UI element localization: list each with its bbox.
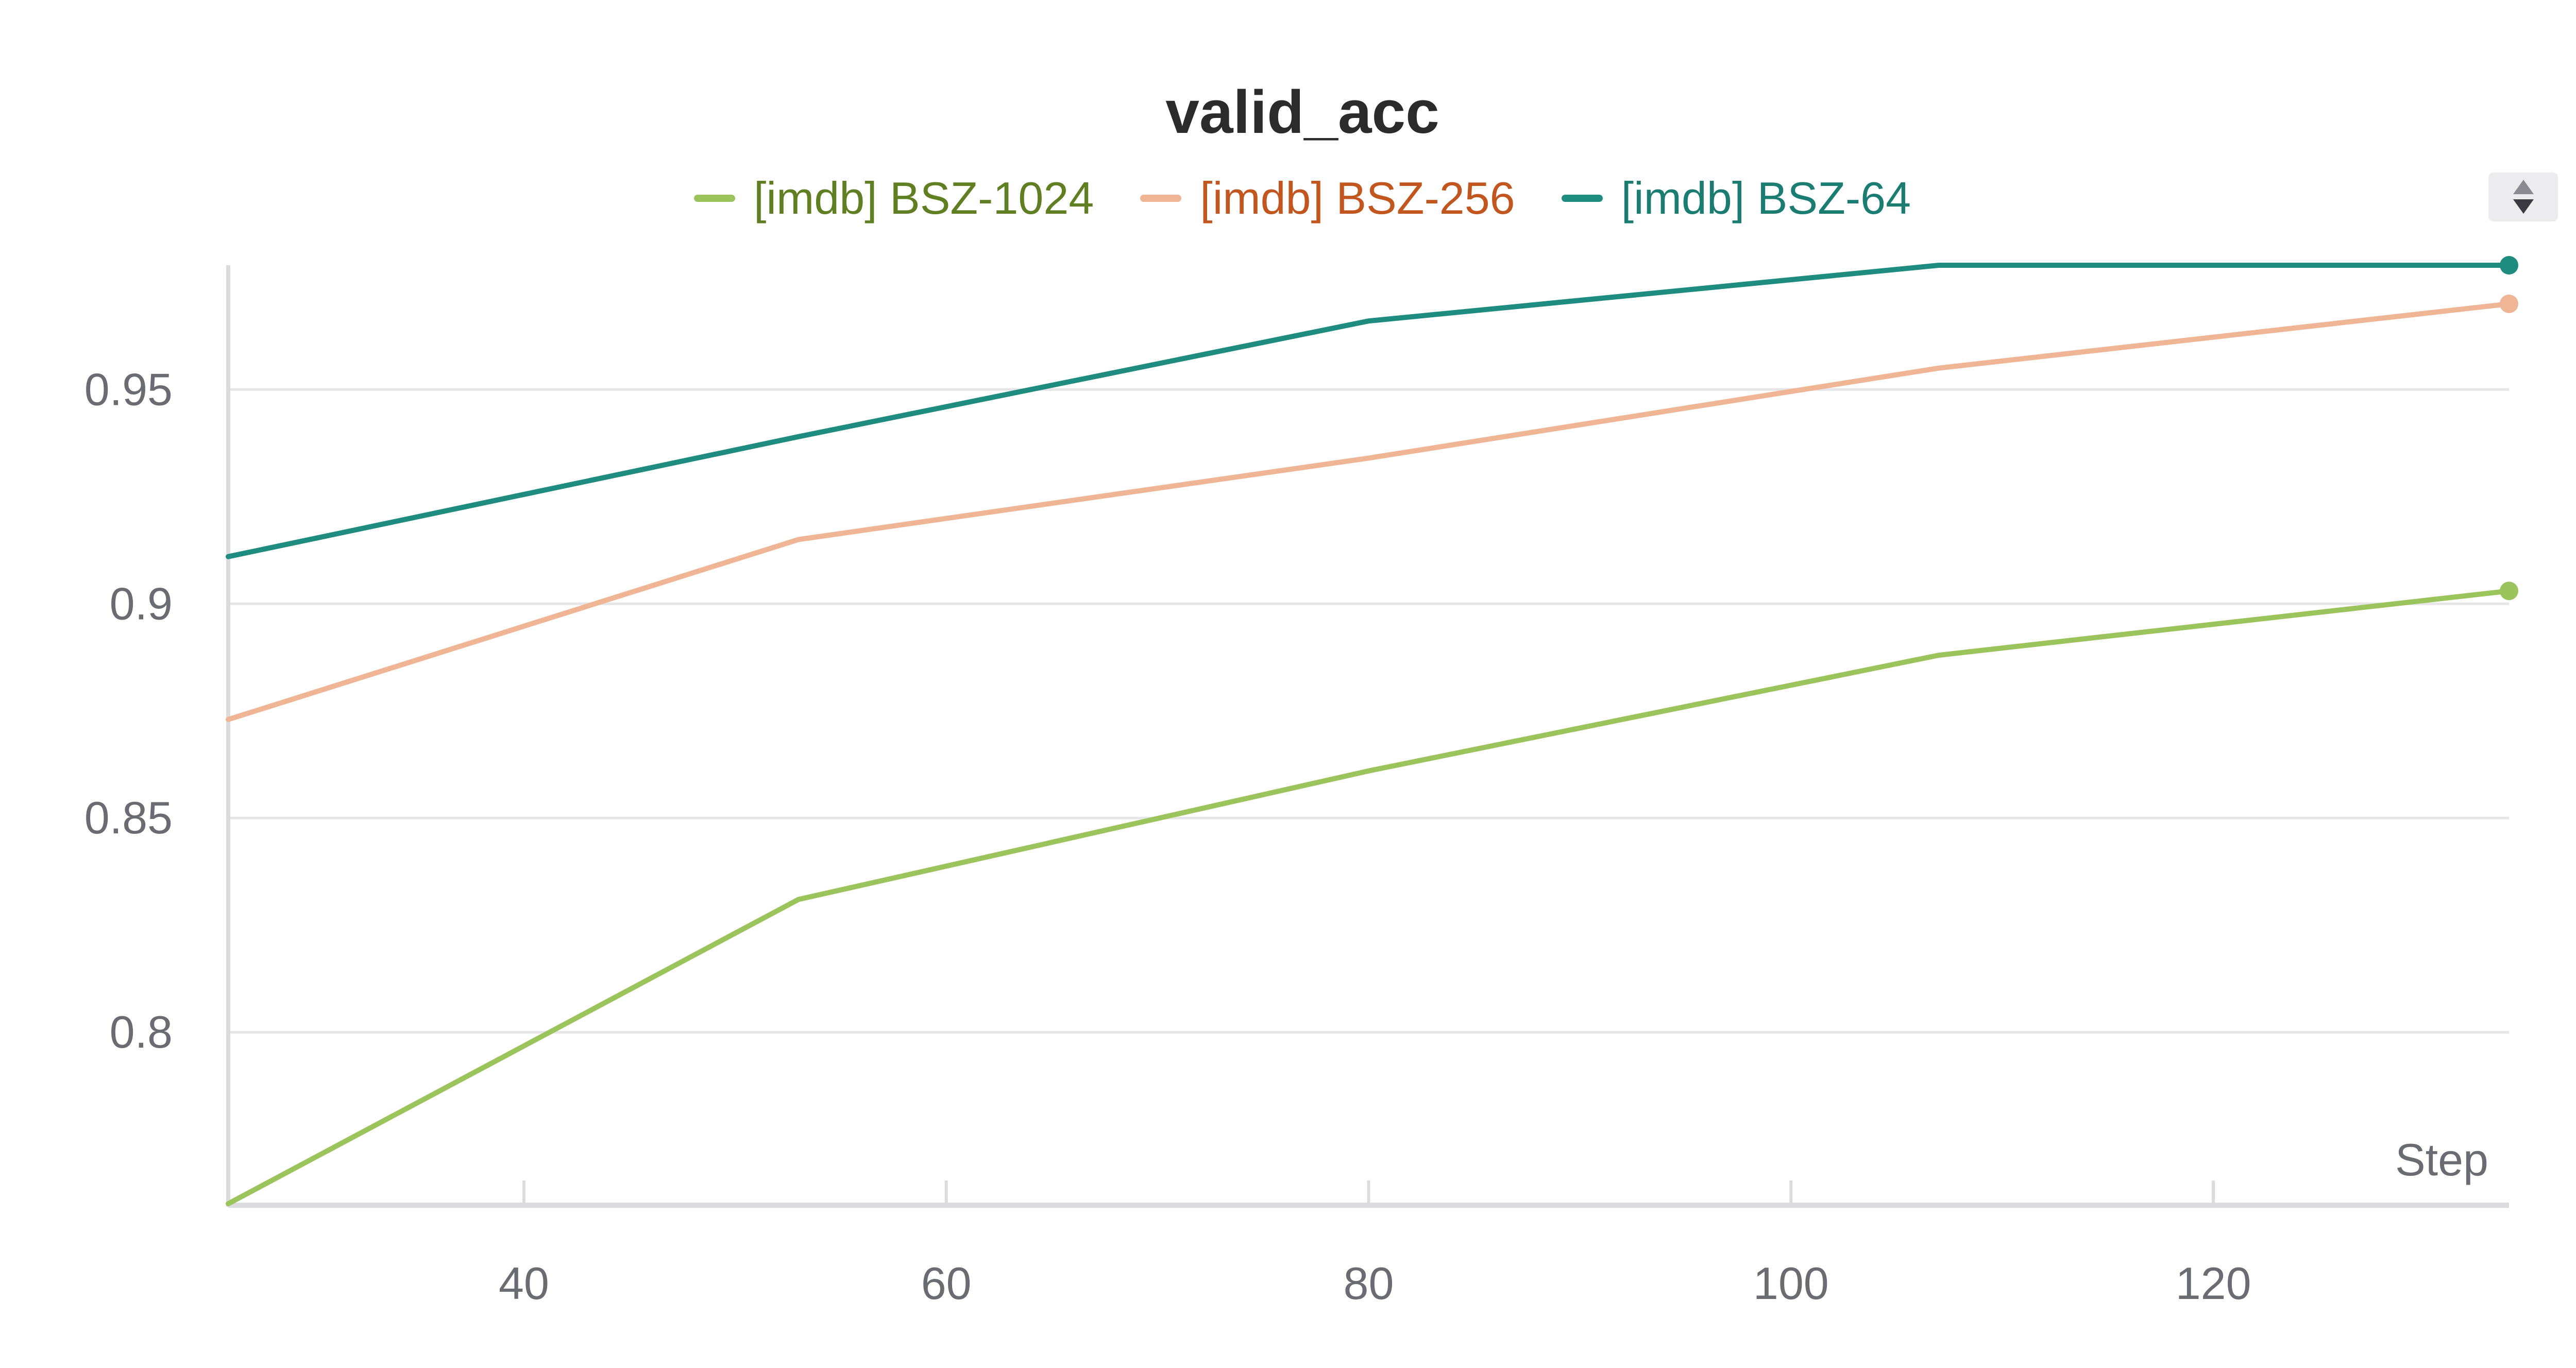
series-lines [226, 256, 2518, 1206]
series-line-1 [226, 301, 2512, 722]
legend-label-bsz-1024: [imdb] BSZ-1024 [753, 173, 1094, 224]
legend-label-bsz-256: [imdb] BSZ-256 [1200, 173, 1515, 224]
y-tick-label: 0.95 [84, 364, 173, 415]
series-line-2 [226, 263, 2512, 559]
y-tick-label: 0.9 [110, 578, 173, 629]
tick-labels: 0.8 0.85 0.9 0.95 40 60 80 100 120 Step [84, 364, 2488, 1309]
legend-label-bsz-64: [imdb] BSZ-64 [1621, 173, 1911, 224]
legend-item-bsz-256[interactable]: [imdb] BSZ-256 [1140, 172, 1515, 225]
chart-title: valid_acc [1165, 78, 1439, 146]
x-tick-label: 80 [1344, 1258, 1394, 1309]
legend-item-bsz-1024[interactable]: [imdb] BSZ-1024 [693, 172, 1094, 225]
series-end-point-2 [2500, 256, 2518, 275]
legend-swatch-bsz-256 [1140, 195, 1182, 202]
x-axis-label: Step [2395, 1134, 2488, 1185]
arrow-down-icon [2513, 199, 2534, 214]
series-end-point-0 [2500, 582, 2518, 601]
x-tick-label: 120 [2176, 1258, 2251, 1309]
grid-lines [228, 388, 2509, 1034]
series-end-point-1 [2500, 294, 2518, 313]
x-tick-label: 60 [921, 1258, 972, 1309]
x-tick-label: 40 [499, 1258, 549, 1309]
legend-scroll-button[interactable] [2488, 173, 2558, 221]
arrow-up-icon [2513, 180, 2534, 194]
legend: [imdb] BSZ-1024 [imdb] BSZ-256 [imdb] BS… [0, 167, 2576, 229]
legend-item-bsz-64[interactable]: [imdb] BSZ-64 [1561, 172, 1911, 225]
legend-swatch-bsz-1024 [693, 195, 735, 202]
series-line-0 [226, 588, 2512, 1206]
x-tick-label: 100 [1753, 1258, 1829, 1309]
axes [226, 265, 2509, 1208]
y-tick-label: 0.8 [110, 1006, 173, 1057]
y-tick-label: 0.85 [84, 792, 173, 843]
legend-swatch-bsz-64 [1561, 195, 1603, 202]
